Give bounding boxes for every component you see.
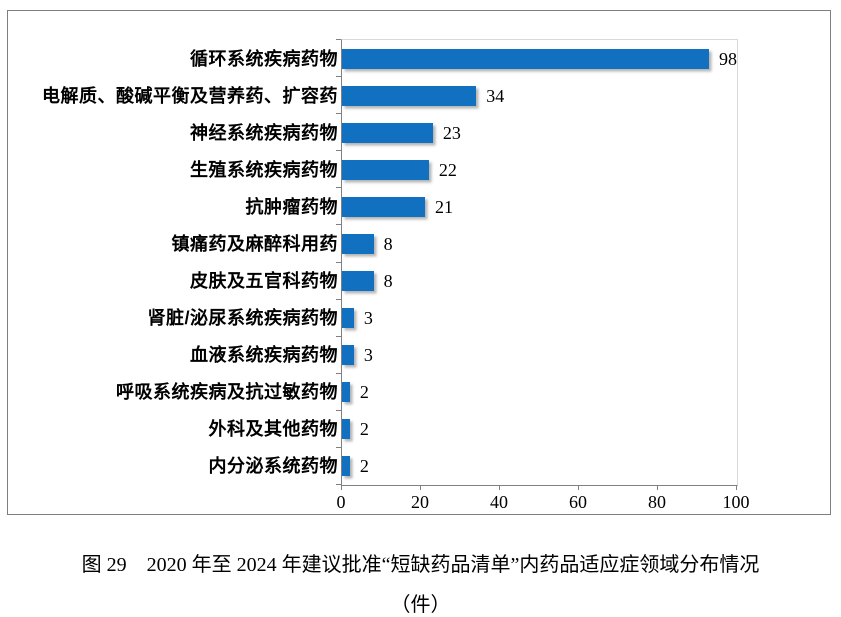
figure-caption-unit: （件） xyxy=(390,594,451,616)
bar-value-label: 2 xyxy=(359,382,369,403)
x-axis-tick-label: 60 xyxy=(569,492,587,512)
bar xyxy=(342,122,433,143)
bar xyxy=(342,159,429,180)
y-axis-tick xyxy=(336,39,341,40)
plot-area: 98 34 23 22 21 8 8 3 3 2 2 2 xyxy=(341,39,738,486)
category-label: 抗肿瘤药物 xyxy=(245,196,338,217)
x-axis-tick xyxy=(578,485,579,490)
y-axis-tick xyxy=(336,113,341,114)
category-label: 呼吸系统疾病及抗过敏药物 xyxy=(116,382,338,403)
category-axis-labels: 循环系统疾病药物电解质、酸碱平衡及营养药、扩容药神经系统疾病药物 生殖系统疾病药物… xyxy=(14,39,338,484)
bar-row: 23 xyxy=(342,114,737,151)
x-axis-tick-label: 20 xyxy=(411,492,429,512)
y-axis-tick xyxy=(336,262,341,263)
bar xyxy=(342,456,350,477)
bar-row: 21 xyxy=(342,188,737,225)
bar-row: 34 xyxy=(342,77,737,114)
bar-row: 3 xyxy=(342,337,737,374)
bar-value-label: 8 xyxy=(383,233,393,254)
y-axis-tick xyxy=(336,447,341,448)
bar-value-label: 23 xyxy=(442,122,461,143)
category-label: 皮肤及五官科药物 xyxy=(190,271,338,291)
y-axis-tick xyxy=(336,224,341,225)
bar xyxy=(342,308,354,329)
bar-value-label: 3 xyxy=(363,345,373,366)
category-label: 肾脏/泌尿系统疾病药物 xyxy=(147,308,338,329)
y-axis-tick xyxy=(336,299,341,300)
category-label: 血液系统疾病药物 xyxy=(190,345,338,366)
bar-value-label: 3 xyxy=(363,308,373,329)
x-axis-tick-label: 40 xyxy=(490,492,508,512)
y-axis-tick xyxy=(336,76,341,77)
y-axis-tick xyxy=(336,410,341,411)
category-label: 内分泌系统药物 xyxy=(208,456,338,477)
bar-row: 98 xyxy=(342,40,737,77)
bar-value-label: 21 xyxy=(434,196,453,217)
x-axis-tick xyxy=(657,485,658,490)
y-axis-tick xyxy=(336,336,341,337)
x-axis-tick xyxy=(499,485,500,490)
bar-value-label: 8 xyxy=(383,271,393,291)
chart-frame: 循环系统疾病药物电解质、酸碱平衡及营养药、扩容药神经系统疾病药物 生殖系统疾病药物… xyxy=(7,10,831,515)
x-axis-tick-label: 0 xyxy=(336,492,346,512)
bar-value-label: 2 xyxy=(359,419,369,440)
bar-value-label: 2 xyxy=(359,456,369,477)
bar-value-label: 22 xyxy=(438,159,457,180)
bar-row: 2 xyxy=(342,374,737,411)
figure-caption: 图 29 2020 年至 2024 年建议批准“短缺药品清单”内药品适应症领域分… xyxy=(81,554,760,576)
y-axis-tick xyxy=(336,484,341,485)
bar xyxy=(342,345,354,366)
y-axis-tick xyxy=(336,373,341,374)
bar-value-label: 34 xyxy=(486,85,505,106)
y-axis-tick xyxy=(336,187,341,188)
bar-row: 8 xyxy=(342,225,737,262)
category-label: 电解质、酸碱平衡及营养药、扩容药 xyxy=(42,85,338,106)
x-axis-tick xyxy=(736,485,737,490)
category-label: 镇痛药及麻醉科用药 xyxy=(171,233,338,254)
bar-row: 2 xyxy=(342,411,737,448)
category-label: 神经系统疾病药物 xyxy=(190,122,338,143)
bar-row: 8 xyxy=(342,262,737,299)
x-axis-tick xyxy=(341,485,342,490)
category-label: 循环系统疾病药物 xyxy=(190,48,338,69)
bar xyxy=(342,85,477,106)
bar xyxy=(342,48,709,69)
bar xyxy=(342,233,374,254)
bar xyxy=(342,196,425,217)
category-label: 生殖系统疾病药物 xyxy=(190,159,338,180)
bar xyxy=(342,271,374,291)
y-axis-tick xyxy=(336,150,341,151)
bar-value-label: 98 xyxy=(719,48,737,69)
bar-row: 22 xyxy=(342,151,737,188)
x-axis-tick-label: 100 xyxy=(722,492,750,512)
bar-row: 2 xyxy=(342,448,737,485)
x-axis-tick-label: 80 xyxy=(648,492,666,512)
category-label: 外科及其他药物 xyxy=(208,419,338,440)
bar-row: 3 xyxy=(342,300,737,337)
bar xyxy=(342,382,350,403)
bar xyxy=(342,419,350,440)
x-axis-tick xyxy=(420,485,421,490)
